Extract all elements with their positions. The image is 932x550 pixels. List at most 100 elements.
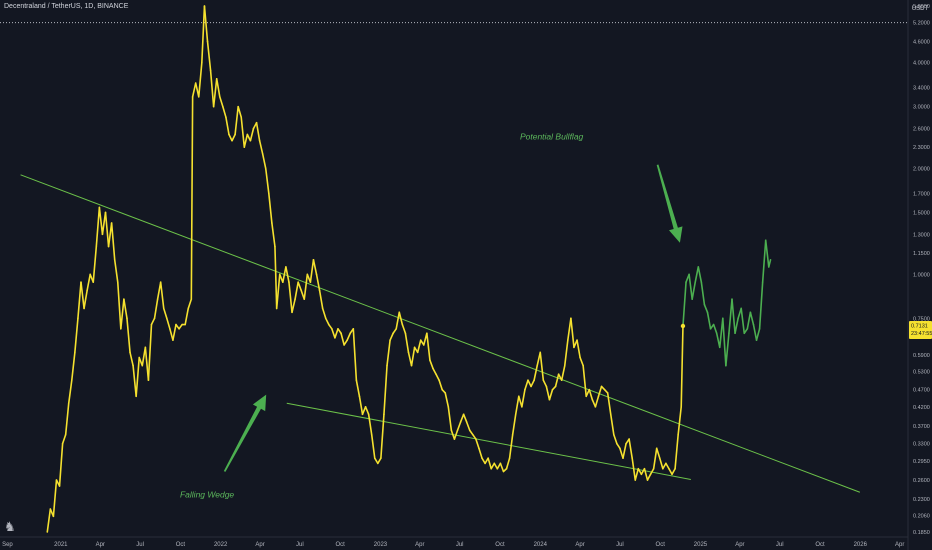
- price-segment: [46, 508, 52, 533]
- price-segment: [597, 385, 603, 398]
- price-segment: [294, 281, 299, 300]
- price-segment: [297, 281, 303, 292]
- price-segment: [677, 406, 683, 436]
- price-segment: [340, 332, 345, 346]
- x-tick-label: 2022: [214, 542, 228, 548]
- price-segment: [312, 259, 318, 276]
- price-segment: [222, 105, 227, 118]
- symbol-title[interactable]: Decentraland / TetherUS, 1D, BINANCE: [4, 3, 129, 10]
- price-axis-panel[interactable]: [908, 0, 932, 550]
- price-segment: [191, 82, 197, 98]
- price-segment: [331, 328, 336, 339]
- y-tick-label: 5.2000: [913, 21, 930, 27]
- price-segment: [162, 307, 168, 320]
- price-segment: [591, 398, 597, 408]
- price-segment: [579, 356, 584, 367]
- projection-segment: [722, 317, 727, 367]
- price-segment: [358, 395, 364, 416]
- price-segment: [563, 339, 569, 367]
- price-segment: [472, 433, 477, 440]
- price-segment: [95, 206, 101, 248]
- price-segment: [478, 447, 483, 459]
- price-segment: [514, 395, 520, 416]
- price-segment: [74, 317, 79, 354]
- price-segment: [671, 467, 676, 476]
- x-tick-label: Jul: [616, 542, 624, 548]
- price-segment: [153, 298, 159, 320]
- y-tick-label: 0.2950: [913, 459, 930, 465]
- price-segment: [655, 447, 661, 459]
- projection-segment: [731, 298, 736, 335]
- price-segment: [631, 457, 637, 481]
- price-segment: [465, 421, 471, 432]
- x-tick-label: 2023: [374, 542, 388, 548]
- price-segment: [240, 116, 246, 149]
- projection-segment: [718, 317, 724, 349]
- x-tick-label: Oct: [656, 542, 666, 548]
- price-segment: [432, 367, 437, 376]
- x-tick-label: 2026: [854, 542, 868, 548]
- x-tick-label: Jul: [136, 542, 144, 548]
- price-segment: [395, 311, 401, 330]
- price-segment: [416, 339, 422, 354]
- projection-segment: [703, 303, 709, 314]
- price-segment: [622, 442, 627, 459]
- price-segment: [468, 429, 474, 436]
- price-segment: [166, 317, 171, 330]
- price-segment: [652, 447, 658, 470]
- price-segment: [169, 328, 174, 341]
- projection-segment: [746, 311, 752, 330]
- price-segment: [609, 413, 615, 436]
- price-segment: [634, 467, 640, 481]
- price-segment: [588, 388, 594, 401]
- upper-wedge-line: [20, 174, 861, 493]
- y-tick-label: 0.3700: [913, 424, 930, 430]
- projection-segment: [740, 307, 746, 335]
- price-segment: [377, 457, 382, 465]
- price-segment: [255, 121, 261, 142]
- price-segment: [606, 392, 612, 416]
- price-segment: [389, 332, 394, 341]
- current-price-tag: [909, 321, 932, 340]
- price-segment: [70, 351, 76, 382]
- y-tick-label: 1.0000: [913, 272, 930, 278]
- price-segment: [453, 429, 459, 440]
- price-segment: [585, 388, 591, 398]
- y-tick-label: 4.6000: [913, 39, 930, 45]
- price-segment: [410, 346, 416, 367]
- price-segment: [570, 317, 575, 349]
- x-tick-label: Jul: [776, 542, 784, 548]
- price-segment: [370, 433, 376, 459]
- price-segment: [212, 78, 218, 108]
- projection-segment: [725, 332, 730, 367]
- plot-layer: [0, 5, 908, 533]
- price-segment: [309, 259, 315, 284]
- projection-segment: [743, 328, 749, 335]
- price-segment: [126, 317, 131, 354]
- y-tick-label: 0.3300: [913, 442, 930, 448]
- price-segment: [123, 298, 128, 320]
- price-segment: [619, 447, 624, 459]
- price-segment: [475, 438, 480, 450]
- price-segment: [116, 281, 122, 330]
- last-price-dot: [680, 323, 686, 329]
- price-segment: [234, 105, 239, 136]
- price-segment: [61, 433, 67, 445]
- price-segment: [225, 116, 230, 136]
- price-segment: [658, 457, 664, 470]
- x-tick-label: Sep: [2, 542, 13, 548]
- x-tick-label: Apr: [895, 542, 904, 548]
- tradingview-logo-icon[interactable]: ♞: [4, 519, 16, 534]
- price-segment: [373, 457, 379, 465]
- y-tick-label: 1.1500: [913, 251, 930, 257]
- price-segment: [643, 467, 649, 481]
- price-segment: [150, 317, 156, 326]
- price-segment: [665, 462, 670, 470]
- projection-segment: [700, 281, 706, 306]
- price-segment: [407, 351, 413, 367]
- x-tick-label: 2021: [54, 542, 68, 548]
- price-segment: [206, 40, 212, 72]
- price-segment: [505, 457, 511, 470]
